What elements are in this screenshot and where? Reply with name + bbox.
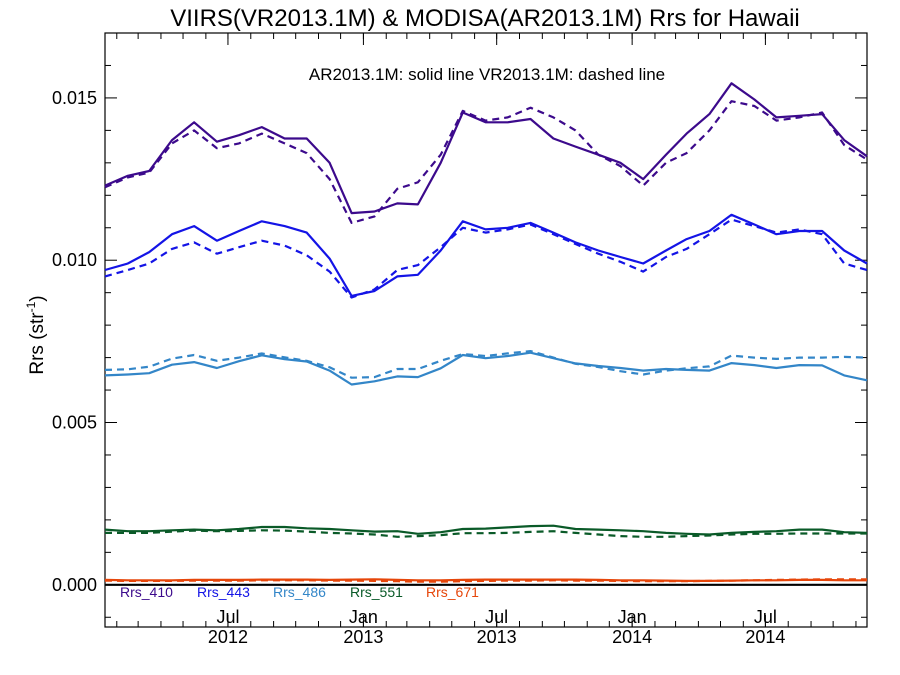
series-line-rrs-486-solid [104, 351, 868, 386]
y-tick-label: 0.010 [52, 250, 97, 270]
legend-entry: Rrs_671 [426, 584, 479, 600]
series-line-rrs-671-dashed [104, 578, 867, 583]
x-tick-label-year: 2012 [208, 627, 248, 647]
plot-frame [104, 32, 868, 628]
legend-entry: Rrs_410 [120, 584, 173, 600]
series-line-rrs-443-dashed [104, 218, 868, 299]
y-tick-label: 0.015 [52, 88, 97, 108]
series-line-rrs-410-solid [104, 82, 868, 215]
legend-entry: Rrs_551 [350, 584, 403, 600]
x-tick-label-year: 2013 [343, 627, 383, 647]
y-axis-label-main: Rrs (str [27, 312, 48, 375]
y-axis-label-superscript: -1 [24, 301, 38, 312]
y-axis-label-close: ) [27, 295, 48, 301]
plot-area: 0.0000.0050.0100.015Jul2012Jan2013Jul201… [52, 32, 868, 647]
y-tick-label: 0.000 [52, 575, 97, 595]
series-line-rrs-410-dashed [104, 100, 868, 224]
x-tick-label-year: 2014 [612, 627, 652, 647]
x-tick-label-month: Jan [618, 607, 647, 627]
y-axis-label: Rrs (str-1) [24, 295, 48, 374]
x-tick-label-month: Jul [216, 607, 239, 627]
x-tick-label-year: 2013 [477, 627, 517, 647]
x-tick-label-month: Jul [754, 607, 777, 627]
chart-title: VIIRS(VR2013.1M) & MODISA(AR2013.1M) Rrs… [170, 5, 800, 32]
series-line-rrs-551-solid [104, 524, 868, 536]
legend-entry: Rrs_486 [273, 584, 326, 600]
x-tick-label-month: Jul [485, 607, 508, 627]
series-line-rrs-551-dashed [105, 529, 867, 538]
series-line-rrs-486-dashed [104, 350, 868, 379]
y-tick-label: 0.005 [52, 413, 97, 433]
legend-entry: Rrs_443 [197, 584, 250, 600]
line-style-annotation: AR2013.1M: solid line VR2013.1M: dashed … [309, 65, 665, 84]
x-tick-label-year: 2014 [745, 627, 785, 647]
x-tick-label-month: Jan [349, 607, 378, 627]
series-line-rrs-443-solid [104, 213, 868, 297]
